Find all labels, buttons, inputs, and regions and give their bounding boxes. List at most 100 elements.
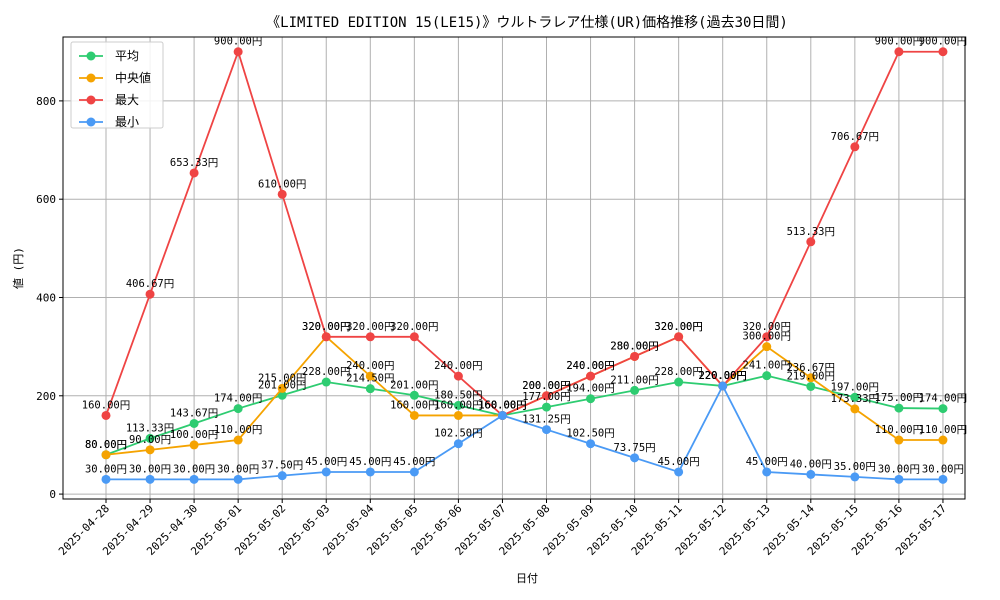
legend-label: 最小	[115, 115, 139, 129]
data-label: 180.50円	[434, 389, 482, 401]
data-label: 200.00円	[522, 380, 570, 392]
data-label: 110.00円	[919, 424, 967, 436]
data-point	[894, 47, 904, 57]
data-point	[145, 474, 155, 484]
data-label: 220.00円	[698, 370, 746, 382]
grid	[63, 37, 965, 499]
data-point	[850, 392, 860, 402]
data-point	[189, 168, 199, 178]
series-line	[105, 374, 943, 456]
data-label: 113.33円	[126, 422, 174, 434]
data-label: 160.00円	[478, 399, 526, 411]
data-label: 320.00円	[654, 321, 702, 333]
data-point	[233, 435, 243, 445]
data-label: 241.00円	[743, 360, 791, 372]
data-label: 160.00円	[478, 399, 526, 411]
data-point	[497, 410, 507, 420]
data-label: 240.00円	[346, 360, 394, 372]
data-point	[674, 332, 684, 342]
data-label: 320.00円	[654, 321, 702, 333]
data-label: 175.00円	[875, 392, 923, 404]
data-label: 320.00円	[302, 321, 350, 333]
data-label: 110.00円	[875, 424, 923, 436]
data-label: 220.00円	[698, 370, 746, 382]
data-label: 177.00円	[522, 391, 570, 403]
plot-area	[62, 36, 966, 500]
data-point	[409, 410, 419, 420]
data-point	[321, 467, 331, 477]
data-point	[806, 373, 816, 383]
chart-title: 《LIMITED EDITION 15(LE15)》ウルトラレア仕様(UR)価格…	[266, 15, 788, 31]
data-label: 228.00円	[302, 366, 350, 378]
data-point	[189, 474, 199, 484]
data-label: 240.00円	[566, 360, 614, 372]
data-point	[894, 435, 904, 445]
data-label: 45.00円	[746, 456, 788, 468]
data-label: 900.00円	[919, 36, 967, 48]
data-label: 236.67円	[787, 362, 835, 374]
data-label: 110.00円	[214, 424, 262, 436]
data-label: 228.00円	[654, 366, 702, 378]
data-point	[189, 418, 199, 428]
data-point	[453, 439, 463, 449]
data-point	[233, 404, 243, 414]
y-axis-label: 値 (円)	[12, 247, 25, 289]
data-point	[542, 425, 551, 435]
data-label: 320.00円	[743, 321, 791, 333]
data-point	[101, 474, 111, 484]
data-point	[850, 472, 860, 482]
data-point	[321, 377, 331, 387]
data-point	[938, 435, 948, 445]
data-label: 30.00円	[878, 463, 920, 475]
data-point	[762, 342, 772, 352]
data-point	[101, 450, 111, 460]
data-label: 197.00円	[831, 381, 879, 393]
data-label: 513.33円	[787, 226, 835, 238]
data-point	[365, 467, 375, 477]
data-label: 214.50円	[346, 373, 394, 385]
data-point	[542, 402, 551, 412]
data-point	[145, 289, 155, 299]
data-label: 30.00円	[173, 463, 215, 475]
legend-label: 最大	[115, 93, 139, 107]
data-label: 220.00円	[698, 370, 746, 382]
data-label: 102.50円	[434, 428, 482, 440]
data-point	[453, 410, 463, 420]
data-label: 80.00円	[85, 439, 127, 451]
data-point	[365, 384, 375, 394]
data-label: 40.00円	[790, 458, 832, 470]
data-point	[586, 371, 596, 381]
data-label: 280.00円	[610, 340, 658, 352]
data-label: 194.00円	[566, 383, 614, 395]
data-label: 37.50円	[261, 460, 303, 472]
data-label: 160.00円	[390, 399, 438, 411]
data-point	[409, 390, 419, 400]
data-point	[365, 332, 375, 342]
data-labels: 80.00円113.33円143.67円174.00円201.00円228.00…	[82, 36, 967, 476]
data-label: 320.00円	[390, 321, 438, 333]
data-point	[674, 377, 684, 387]
data-point	[145, 433, 155, 443]
data-point	[586, 439, 596, 449]
data-label: 160.00円	[434, 399, 482, 411]
series-line	[106, 383, 943, 481]
legend-label: 中央値	[115, 70, 151, 85]
data-point	[674, 467, 684, 477]
data-label: 45.00円	[393, 456, 435, 468]
data-label: 201.00円	[258, 379, 306, 391]
data-label: 201.00円	[390, 379, 438, 391]
data-label: 100.00円	[170, 429, 218, 441]
data-label: 406.67円	[126, 278, 174, 290]
data-point	[365, 371, 375, 381]
data-label: 320.00円	[346, 321, 394, 333]
data-point	[718, 381, 728, 391]
data-label: 200.00円	[522, 380, 570, 392]
data-point	[277, 471, 287, 481]
data-label: 220.00円	[698, 370, 746, 382]
legend-marker	[86, 95, 96, 105]
data-label: 90.00円	[129, 434, 171, 446]
data-label: 215.00円	[258, 372, 306, 384]
data-label: 211.00円	[610, 374, 658, 386]
data-label: 45.00円	[305, 456, 347, 468]
